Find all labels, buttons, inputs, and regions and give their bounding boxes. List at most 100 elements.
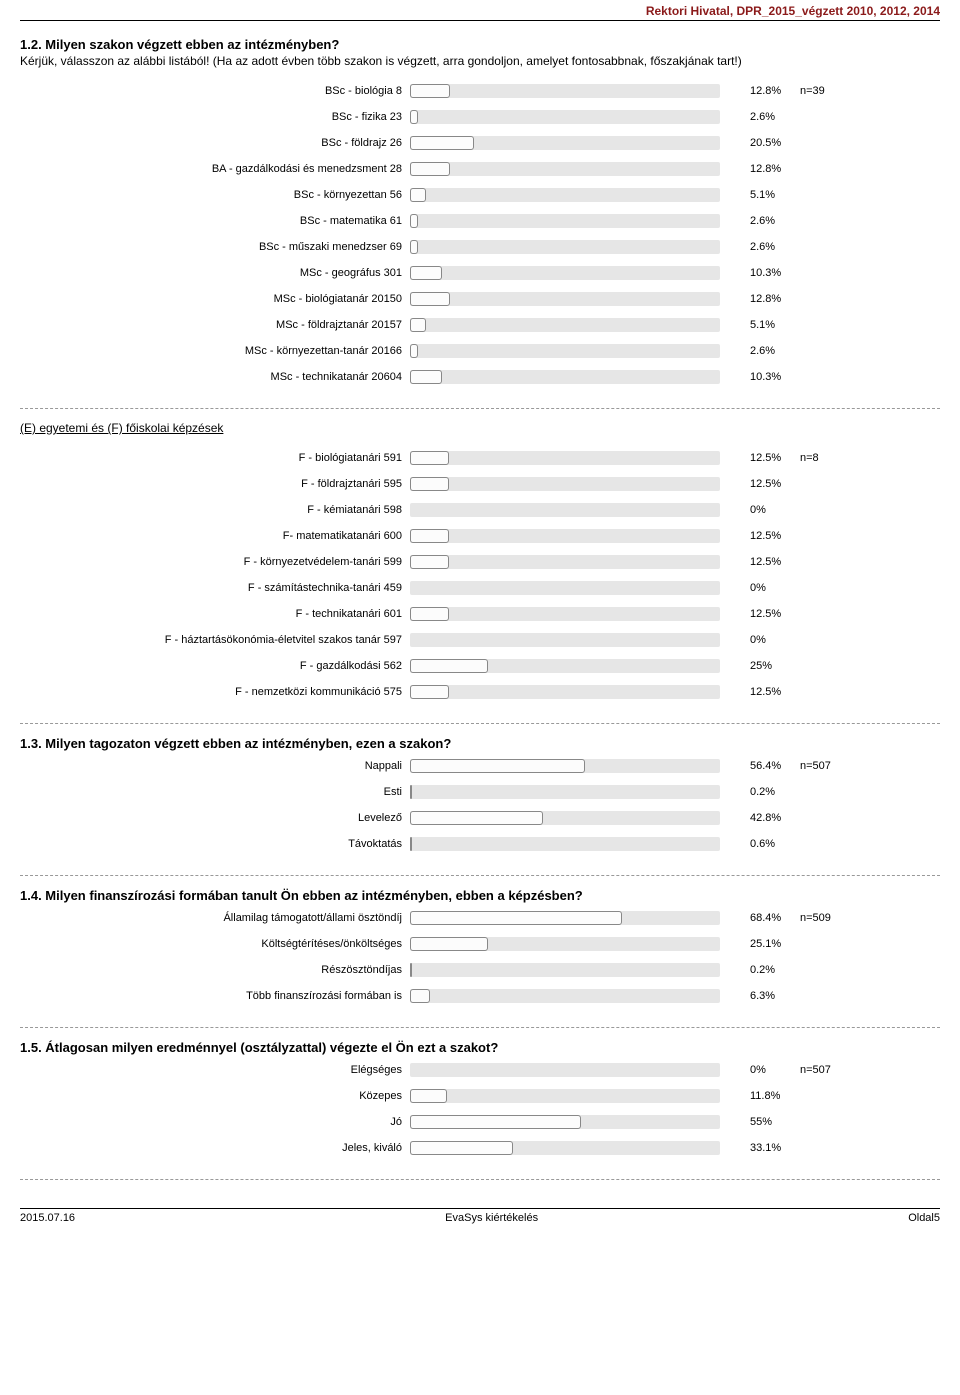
bar-fill [410, 84, 450, 98]
bar-percent: 11.8% [720, 1090, 800, 1102]
bar-percent: 2.6% [720, 241, 800, 253]
bar-track [410, 811, 720, 825]
bar-label: Jeles, kiváló [20, 1142, 410, 1154]
bar-track [410, 1141, 720, 1155]
bar-percent: 25.1% [720, 938, 800, 950]
bar-label: MSc - technikatanár 20604 [20, 371, 410, 383]
bar-label: F - környezetvédelem-tanári 599 [20, 556, 410, 568]
bar-fill [410, 136, 474, 150]
bar-fill [410, 266, 442, 280]
bar-fill [410, 1141, 513, 1155]
bar-row: F - háztartásökonómia-életvitel szakos t… [20, 627, 940, 653]
bar-row: Távoktatás0.6% [20, 831, 940, 857]
bar-fill [410, 292, 450, 306]
bar-percent: 0.6% [720, 838, 800, 850]
bar-fill [410, 785, 412, 799]
bar-percent: 2.6% [720, 111, 800, 123]
footer-page: Oldal5 [908, 1212, 940, 1224]
bar-track [410, 581, 720, 595]
bar-label: BA - gazdálkodási és menedzsment 28 [20, 163, 410, 175]
bar-percent: 12.5% [720, 452, 800, 464]
bar-row: F - földrajztanári 59512.5% [20, 471, 940, 497]
bar-label: F - háztartásökonómia-életvitel szakos t… [20, 634, 410, 646]
bar-row: Jeles, kiváló 33.1% [20, 1135, 940, 1161]
bar-percent: 2.6% [720, 345, 800, 357]
bar-track [410, 963, 720, 977]
bar-label: F - gazdálkodási 562 [20, 660, 410, 672]
n-label: n=8 [800, 452, 870, 464]
bar-track [410, 266, 720, 280]
q12-title: 1.2. Milyen szakon végzett ebben az inté… [20, 37, 940, 52]
divider [20, 723, 940, 724]
bar-percent: 0% [720, 504, 800, 516]
bar-label: Jó [20, 1116, 410, 1128]
bar-label: BSc - földrajz 26 [20, 137, 410, 149]
bar-row: Jó55% [20, 1109, 940, 1135]
bar-fill [410, 937, 488, 951]
bar-fill [410, 989, 430, 1003]
bar-track [410, 837, 720, 851]
q12-subtitle: Kérjük, válasszon az alábbi listából! (H… [20, 54, 940, 68]
bar-label: BSc - műszaki menedzser 69 [20, 241, 410, 253]
bar-label: BSc - fizika 23 [20, 111, 410, 123]
bar-percent: 6.3% [720, 990, 800, 1002]
n-label: n=39 [800, 85, 870, 97]
bar-percent: 0% [720, 1064, 800, 1076]
bar-label: Elégséges [20, 1064, 410, 1076]
bar-fill [410, 370, 442, 384]
bar-row: BSc - földrajz 26 20.5% [20, 130, 940, 156]
bar-row: BSc - fizika 23 2.6% [20, 104, 940, 130]
bar-fill [410, 529, 449, 543]
bar-row: Több finanszírozási formában is6.3% [20, 983, 940, 1009]
bar-percent: 2.6% [720, 215, 800, 227]
bar-label: BSc - környezettan 56 [20, 189, 410, 201]
bar-label: F- matematikatanári 600 [20, 530, 410, 542]
bar-row: MSc - technikatanár 2060410.3% [20, 364, 940, 390]
bar-percent: 12.5% [720, 686, 800, 698]
n-label: n=507 [800, 1064, 870, 1076]
bar-track [410, 188, 720, 202]
bar-track [410, 451, 720, 465]
q13-title: 1.3. Milyen tagozaton végzett ebben az i… [20, 736, 940, 751]
bar-percent: 5.1% [720, 189, 800, 201]
q15-title: 1.5. Átlagosan milyen eredménnyel (osztá… [20, 1040, 940, 1055]
bar-label: MSc - környezettan-tanár 20166 [20, 345, 410, 357]
bar-row: F - nemzetközi kommunikáció 57512.5% [20, 679, 940, 705]
bar-row: BSc - matematika 61 2.6% [20, 208, 940, 234]
bar-fill [410, 451, 449, 465]
bar-percent: 20.5% [720, 137, 800, 149]
bar-label: MSc - geográfus 301 [20, 267, 410, 279]
bar-track [410, 785, 720, 799]
divider [20, 1179, 940, 1180]
bar-percent: 33.1% [720, 1142, 800, 1154]
bar-percent: 12.8% [720, 163, 800, 175]
bar-track [410, 1089, 720, 1103]
bar-fill [410, 759, 585, 773]
bar-label: BSc - matematika 61 [20, 215, 410, 227]
bar-row: Részösztöndíjas0.2% [20, 957, 940, 983]
page-header: Rektori Hivatal, DPR_2015_végzett 2010, … [20, 0, 940, 21]
bar-track [410, 911, 720, 925]
n-label: n=507 [800, 760, 870, 772]
q13-bars: Nappali56.4%n=507Esti0.2%Levelező42.8%Tá… [20, 753, 940, 857]
divider [20, 875, 940, 876]
q12-bars: BSc - biológia 812.8%n=39BSc - fizika 23… [20, 78, 940, 390]
bar-row: Nappali56.4%n=507 [20, 753, 940, 779]
bar-percent: 68.4% [720, 912, 800, 924]
bar-label: Közepes [20, 1090, 410, 1102]
divider [20, 408, 940, 409]
bar-fill [410, 214, 418, 228]
bar-track [410, 759, 720, 773]
bar-label: F - számítástechnika-tanári 459 [20, 582, 410, 594]
bar-fill [410, 685, 449, 699]
bar-track [410, 214, 720, 228]
bar-label: MSc - biológiatanár 20150 [20, 293, 410, 305]
bar-track [410, 84, 720, 98]
bar-fill [410, 1089, 447, 1103]
bar-label: Államilag támogatott/állami ösztöndíj [20, 912, 410, 924]
bar-fill [410, 477, 449, 491]
bar-track [410, 136, 720, 150]
bar-label: Költségtérítéses/önköltséges [20, 938, 410, 950]
bar-track [410, 318, 720, 332]
bar-row: BSc - biológia 812.8%n=39 [20, 78, 940, 104]
